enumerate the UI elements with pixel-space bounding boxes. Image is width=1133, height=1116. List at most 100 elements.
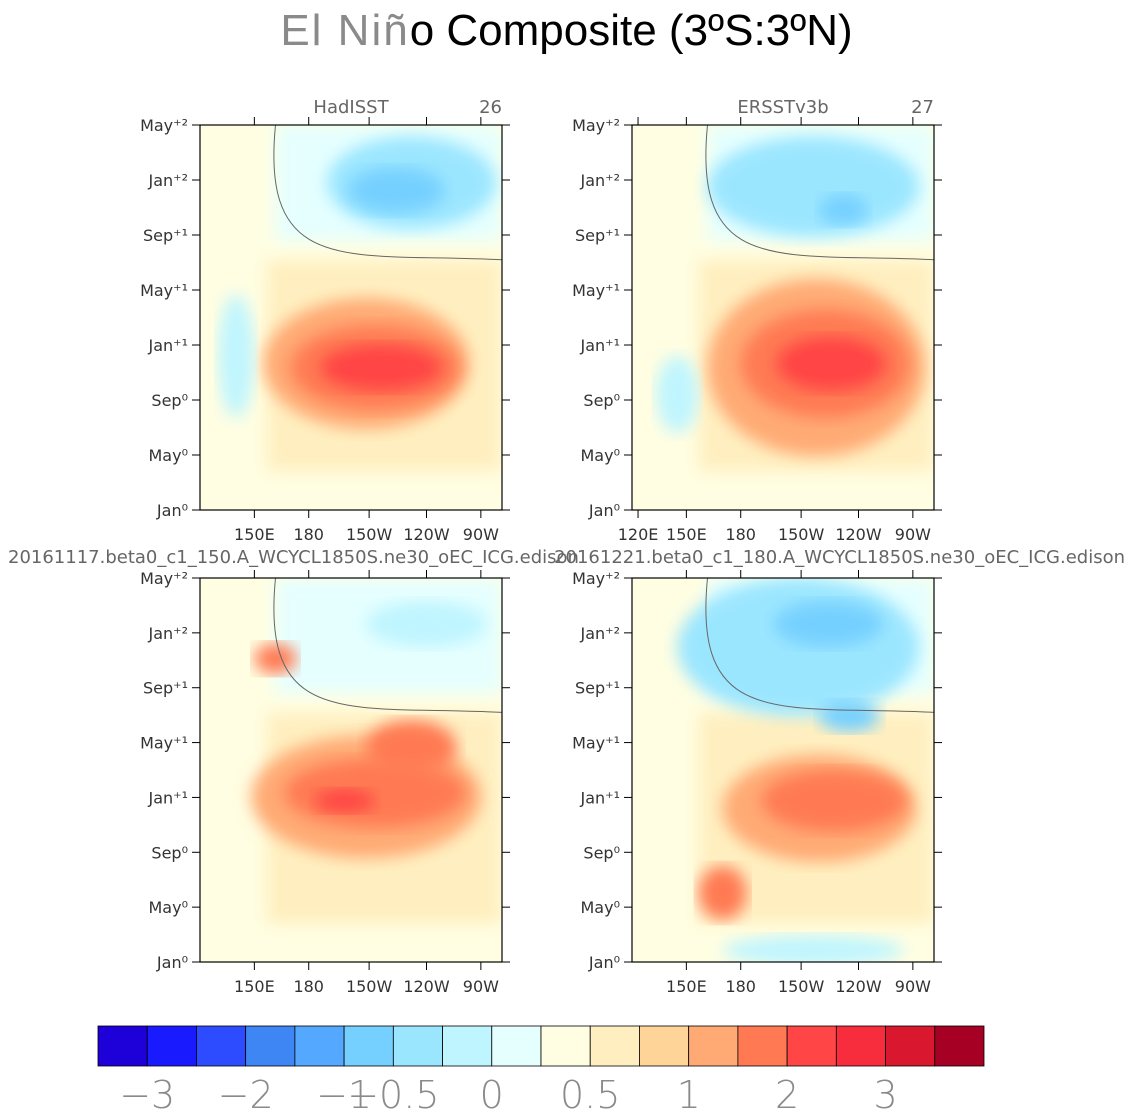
- y-tick-label: Jan⁺¹: [579, 788, 620, 807]
- x-tick-label: 90W: [463, 977, 499, 996]
- y-tick-label: Jan⁺¹: [147, 788, 188, 807]
- colorbar-label: 1: [677, 1073, 701, 1116]
- y-tick-label: May⁺²: [140, 116, 188, 135]
- y-tick-label: Jan⁰: [588, 953, 620, 972]
- title-light: El Niñ: [280, 6, 410, 55]
- zero-contour: [273, 578, 502, 713]
- colorbar-swatch: [589, 1025, 640, 1067]
- main-title: El Niño Composite (3ºS:3ºN): [0, 6, 1133, 56]
- x-tick-label: 150E: [234, 525, 275, 544]
- y-tick-label: May⁺²: [572, 116, 620, 135]
- colorbar-label: −3: [119, 1073, 175, 1116]
- cool-anomaly-5: [819, 194, 868, 226]
- x-tick-label: 150E: [666, 977, 707, 996]
- colorbar-label: 0: [480, 1073, 504, 1116]
- panel-frame: [631, 124, 935, 511]
- y-tick-label: May⁺¹: [572, 734, 620, 753]
- x-tick-label: 150W: [346, 525, 393, 544]
- y-tick-label: May⁺¹: [572, 281, 620, 300]
- colorbar-swatch: [786, 1025, 837, 1067]
- warm-anomaly-5: [254, 643, 297, 674]
- x-tick-label: 120E: [618, 525, 659, 544]
- cool-anomaly-6: [366, 601, 487, 648]
- warm-anomaly-3: [776, 336, 886, 391]
- y-tick-label: Sep⁰: [583, 391, 620, 410]
- x-tick-label: 120W: [835, 977, 882, 996]
- x-tick-label: 180: [725, 977, 756, 996]
- colorbar-label: −1: [316, 1073, 372, 1116]
- colorbar-swatch: [294, 1025, 345, 1067]
- colorbar-swatch: [491, 1025, 542, 1067]
- cool-anomaly-5: [347, 167, 445, 214]
- y-tick-label: Sep⁰: [151, 391, 188, 410]
- y-tick-label: May⁺²: [140, 569, 188, 588]
- colorbar-label: 2: [775, 1073, 799, 1116]
- panel-1: May⁺² Jan⁺² Sep⁺¹ May⁺¹ Jan⁺¹ Sep⁰ May⁰ Jan⁰ 150…: [140, 97, 510, 544]
- y-tick-label: May⁰: [581, 898, 621, 917]
- colorbar-swatch: [196, 1025, 247, 1067]
- y-tick-label: Sep⁰: [583, 843, 620, 862]
- zero-contour: [705, 578, 934, 713]
- y-tick-label: Jan⁺¹: [147, 336, 188, 355]
- x-tick-label: 150E: [234, 977, 275, 996]
- y-tick-label: May⁰: [149, 898, 189, 917]
- panels-group: May⁺² Jan⁺² Sep⁺¹ May⁺¹ Jan⁺¹ Sep⁰ May⁰ Jan⁰ 150…: [8, 97, 1125, 996]
- panel-field: [632, 578, 934, 962]
- cool-anomaly-3: [819, 700, 880, 732]
- y-tick-label: Jan⁰: [156, 953, 188, 972]
- colorbar-swatch: [540, 1025, 591, 1067]
- warm-anomaly-4: [366, 720, 457, 774]
- zero-contour: [273, 125, 502, 261]
- x-tick-label: 150W: [346, 977, 393, 996]
- panel-frame: [199, 577, 503, 963]
- cool-anomaly-4: [707, 136, 919, 237]
- panel-field: [632, 125, 934, 510]
- colorbar-swatch: [885, 1025, 936, 1067]
- run-name: 20161117.beta0_c1_150.A_WCYCL1850S.ne30_…: [8, 547, 579, 568]
- x-tick-label: 120W: [835, 525, 882, 544]
- panel-frame: [631, 577, 935, 963]
- x-tick-label: 90W: [463, 525, 499, 544]
- colorbar-swatch: [97, 1025, 148, 1067]
- panel-3: May⁺² Jan⁺² Sep⁺¹ May⁺¹ Jan⁺¹ Sep⁰ May⁰ Jan⁰ 150…: [8, 547, 579, 996]
- x-tick-label: 90W: [895, 525, 931, 544]
- y-tick-label: Jan⁺²: [147, 624, 188, 643]
- y-tick-label: May⁰: [581, 446, 621, 465]
- x-tick-label: 150E: [666, 525, 707, 544]
- title-dark: o Composite (3ºS:3ºN): [409, 6, 853, 55]
- y-tick-label: Jan⁺²: [579, 171, 620, 190]
- colorbar: −3 −2 −1−0.5 0 0.5 1 2 3: [97, 1025, 985, 1116]
- y-tick-label: Jan⁰: [588, 501, 620, 520]
- y-tick-label: Sep⁺¹: [575, 679, 620, 698]
- x-tick-label: 90W: [895, 977, 931, 996]
- colorbar-label: −0.5: [347, 1073, 439, 1116]
- y-tick-label: Jan⁺¹: [579, 336, 620, 355]
- warm-anomaly-3: [314, 789, 376, 813]
- run-name: 20161221.beta0_c1_180.A_WCYCL1850S.ne30_…: [554, 547, 1125, 568]
- x-tick-label: 180: [293, 977, 324, 996]
- panel-field: [200, 578, 502, 962]
- colorbar-label: −2: [218, 1073, 274, 1116]
- colorbar-swatch: [343, 1025, 394, 1067]
- colorbar-swatch: [392, 1025, 443, 1067]
- y-tick-label: May⁰: [149, 446, 189, 465]
- colorbar-swatch: [146, 1025, 197, 1067]
- cool-anomaly-6: [218, 294, 255, 418]
- colorbar-swatch: [737, 1025, 788, 1067]
- cool-anomaly-6: [656, 356, 699, 433]
- cool-anomaly-2: [773, 601, 883, 648]
- panel-name: HadISST: [313, 97, 389, 118]
- x-tick-label: 150W: [778, 525, 825, 544]
- y-tick-label: May⁺¹: [140, 281, 188, 300]
- x-tick-label: 180: [293, 525, 324, 544]
- panel-frame: [199, 124, 503, 511]
- colorbar-swatch: [835, 1025, 886, 1067]
- colorbar-swatch: [688, 1025, 739, 1067]
- colorbar-swatch: [934, 1025, 985, 1067]
- panel-count: 26: [479, 97, 502, 118]
- warm-anomaly-5: [761, 770, 907, 832]
- y-tick-label: Jan⁺²: [579, 624, 620, 643]
- colorbar-swatch: [442, 1025, 493, 1067]
- colorbar-label: 3: [873, 1073, 897, 1116]
- y-tick-label: Sep⁺¹: [143, 226, 188, 245]
